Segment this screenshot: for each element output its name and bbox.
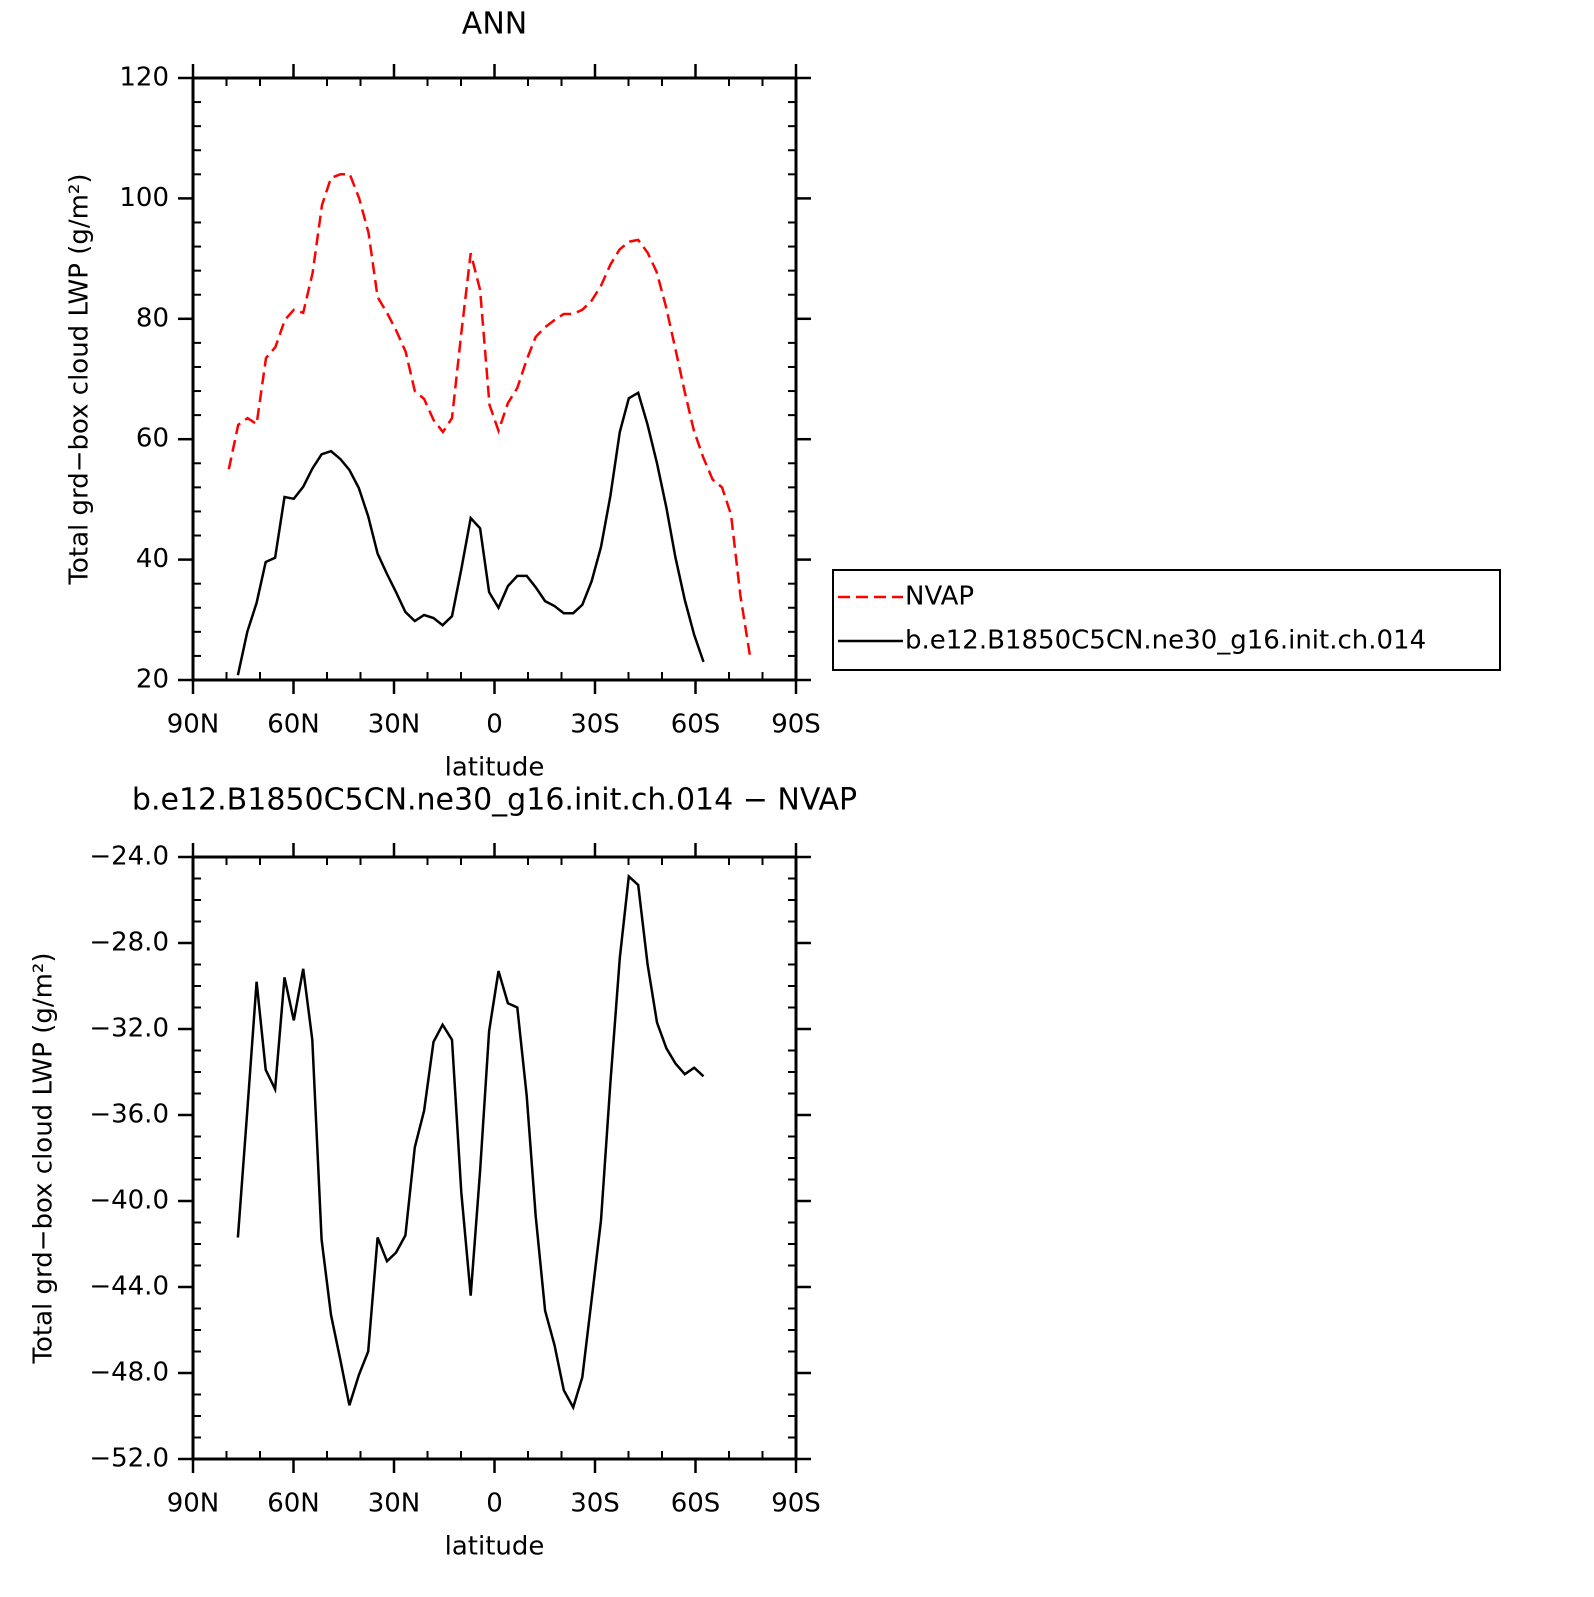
- x-tick-label: 60S: [671, 1489, 721, 1519]
- data-line: [236, 390, 705, 676]
- plot-frame: [191, 76, 798, 682]
- y-tick-label: −48.0: [89, 1358, 169, 1388]
- y-tick-label: 20: [136, 665, 169, 695]
- x-tick-label: 90N: [167, 710, 220, 740]
- y-tick-label: 120: [119, 63, 169, 93]
- data-line: [236, 873, 705, 1411]
- x-tick-label: 30N: [368, 1489, 421, 1519]
- x-tick-label: 0: [486, 1489, 503, 1519]
- x-tick-label: 90S: [771, 1489, 821, 1519]
- x-tick-label: 30N: [368, 710, 421, 740]
- x-axis-label: latitude: [445, 1532, 545, 1562]
- legend-label: NVAP: [905, 582, 974, 612]
- y-axis-label: Total grd−box cloud LWP (g/m²): [65, 174, 95, 586]
- legend-label: b.e12.B1850C5CN.ne30_g16.init.ch.014: [905, 626, 1426, 656]
- legend-box: [832, 569, 1501, 671]
- y-tick-label: 100: [119, 183, 169, 213]
- y-axis-label: Total grd−box cloud LWP (g/m²): [29, 953, 59, 1365]
- y-tick-label: −52.0: [89, 1444, 169, 1474]
- x-tick-label: 60N: [267, 1489, 320, 1519]
- chart-title: ANN: [462, 7, 527, 42]
- y-tick-label: 60: [136, 424, 169, 454]
- x-tick-label: 30S: [570, 1489, 620, 1519]
- y-tick-label: −28.0: [89, 928, 169, 958]
- y-tick-label: −36.0: [89, 1100, 169, 1130]
- x-axis-label: latitude: [445, 753, 545, 783]
- data-line: [227, 173, 752, 655]
- y-tick-label: 40: [136, 544, 169, 574]
- y-tick-label: −44.0: [89, 1272, 169, 1302]
- y-tick-label: −32.0: [89, 1014, 169, 1044]
- plot-frame: [191, 855, 798, 1461]
- x-tick-label: 90N: [167, 1489, 220, 1519]
- x-tick-label: 60N: [267, 710, 320, 740]
- chart-title: b.e12.B1850C5CN.ne30_g16.init.ch.014 − N…: [132, 783, 857, 818]
- y-tick-label: 80: [136, 303, 169, 333]
- x-tick-label: 0: [486, 710, 503, 740]
- x-tick-label: 90S: [771, 710, 821, 740]
- x-tick-label: 60S: [671, 710, 721, 740]
- y-tick-label: −40.0: [89, 1186, 169, 1216]
- y-tick-label: −24.0: [89, 842, 169, 872]
- x-tick-label: 30S: [570, 710, 620, 740]
